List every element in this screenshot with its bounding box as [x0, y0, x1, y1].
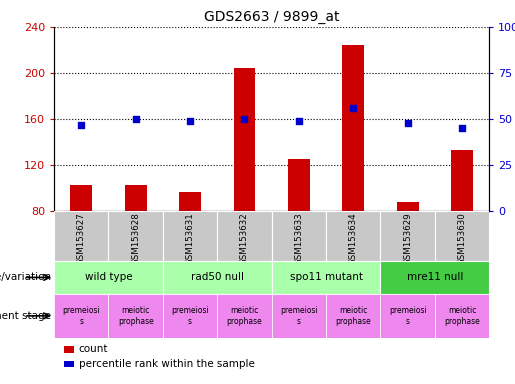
Text: wild type: wild type: [84, 272, 132, 283]
Bar: [54, 294, 109, 338]
Bar: [54, 211, 109, 261]
Text: mre11 null: mre11 null: [407, 272, 463, 283]
Point: [404, 120, 412, 126]
Text: percentile rank within the sample: percentile rank within the sample: [79, 359, 255, 369]
Bar: [234, 68, 255, 211]
Bar: [71, 185, 92, 211]
Text: genotype/variation: genotype/variation: [0, 272, 52, 283]
Title: GDS2663 / 9899_at: GDS2663 / 9899_at: [204, 10, 339, 25]
Text: meiotic
prophase: meiotic prophase: [118, 306, 153, 326]
Text: premeiosi
s: premeiosi s: [280, 306, 318, 326]
Text: GSM153634: GSM153634: [349, 213, 358, 265]
Text: GSM153628: GSM153628: [131, 213, 140, 265]
Bar: [381, 294, 435, 338]
Text: spo11 mutant: spo11 mutant: [289, 272, 363, 283]
Bar: [163, 294, 217, 338]
Text: rad50 null: rad50 null: [191, 272, 244, 283]
Text: GSM153630: GSM153630: [457, 213, 467, 265]
Bar: [451, 150, 473, 211]
Bar: [435, 211, 489, 261]
Bar: [163, 261, 272, 294]
Bar: [163, 211, 217, 261]
Bar: [326, 211, 381, 261]
Text: meiotic
prophase: meiotic prophase: [227, 306, 262, 326]
Bar: [435, 294, 489, 338]
Text: premeiosi
s: premeiosi s: [389, 306, 426, 326]
Bar: [288, 159, 310, 211]
Bar: [109, 294, 163, 338]
Bar: [54, 261, 163, 294]
Text: count: count: [79, 344, 108, 354]
Text: GSM153629: GSM153629: [403, 213, 412, 265]
Bar: [326, 294, 381, 338]
Text: GSM153632: GSM153632: [240, 213, 249, 265]
Bar: [272, 261, 381, 294]
Bar: [381, 211, 435, 261]
Point: [295, 118, 303, 124]
Text: meiotic
prophase: meiotic prophase: [444, 306, 480, 326]
Text: GSM153631: GSM153631: [185, 213, 195, 265]
Text: development stage: development stage: [0, 311, 52, 321]
Text: GSM153633: GSM153633: [295, 213, 303, 265]
Text: GSM153627: GSM153627: [77, 213, 86, 265]
Bar: [217, 211, 272, 261]
Bar: [109, 211, 163, 261]
Point: [186, 118, 194, 124]
Bar: [397, 202, 419, 211]
Bar: [272, 294, 326, 338]
Bar: [381, 261, 489, 294]
Point: [458, 125, 466, 131]
Bar: [125, 185, 147, 211]
Bar: [217, 294, 272, 338]
Bar: [272, 211, 326, 261]
Text: premeiosi
s: premeiosi s: [62, 306, 100, 326]
Point: [241, 116, 249, 122]
Point: [77, 121, 85, 127]
Point: [349, 105, 357, 111]
Text: meiotic
prophase: meiotic prophase: [335, 306, 371, 326]
Bar: [179, 192, 201, 211]
Text: premeiosi
s: premeiosi s: [171, 306, 209, 326]
Bar: [342, 45, 364, 211]
Point: [131, 116, 140, 122]
